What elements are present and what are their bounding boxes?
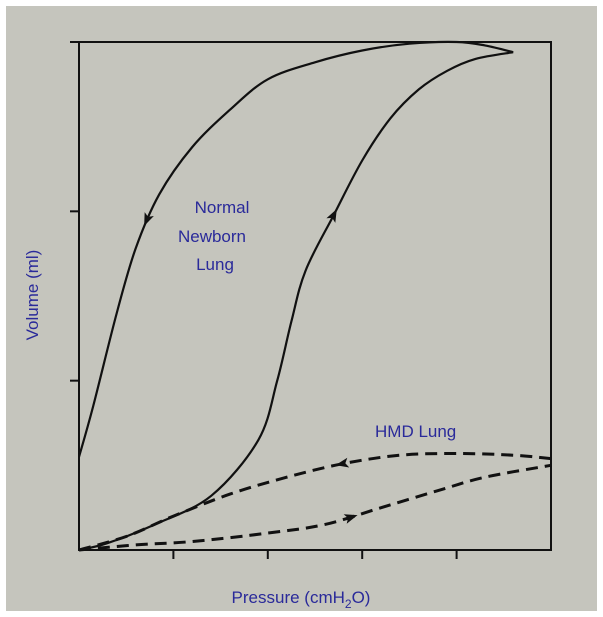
x-axis-label-subscript: 2 (345, 597, 352, 611)
series-2-inflation-curve (78, 463, 552, 552)
normal-lung-label-line-2: Newborn (178, 227, 246, 246)
y-axis-label: Volume (ml) (23, 250, 42, 341)
normal-lung-label-line-1: Normal (195, 198, 250, 217)
chart-background (6, 6, 597, 611)
direction-arrows (144, 208, 358, 524)
series-2-deflation-arrow (335, 457, 350, 468)
series-1-deflation-arrow (144, 212, 154, 227)
series-2-inflation-arrow (343, 514, 358, 524)
series-1-inflation-arrow (326, 208, 337, 223)
normal-lung-label-line-3: Lung (196, 255, 234, 274)
series-1-deflation-curve (77, 40, 514, 458)
plot-frame (78, 41, 552, 551)
hmd-lung-label: HMD Lung (375, 422, 456, 441)
series-curves (77, 40, 552, 552)
x-axis-label-main: Pressure (cmH (232, 588, 345, 607)
x-axis-label: Pressure (cmH2O) (232, 588, 371, 611)
top-white-strip (0, 0, 603, 6)
x-axis-ticks (172, 550, 458, 559)
series-2-deflation-curve (78, 451, 552, 552)
y-axis-ticks (70, 41, 79, 382)
x-axis-label-end: O) (352, 588, 371, 607)
